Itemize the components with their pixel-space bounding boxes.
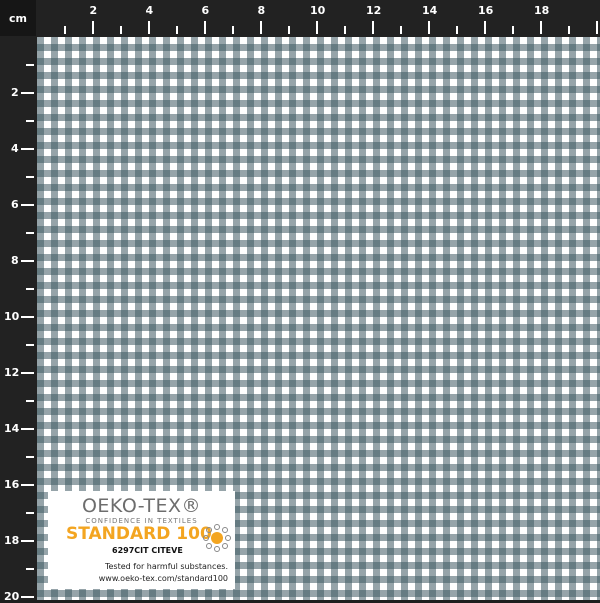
- ruler-label: 18: [4, 534, 20, 547]
- ruler-tick: [26, 288, 34, 290]
- ruler-tick: [21, 372, 34, 374]
- ruler-tick: [21, 484, 34, 486]
- ruler-tick: [21, 260, 34, 262]
- ruler-label: 12: [366, 4, 382, 17]
- ruler-tick: [428, 21, 430, 34]
- ruler-tick: [456, 26, 458, 34]
- ruler-tick: [400, 26, 402, 34]
- badge-code: 6297CIT CITEVE: [112, 546, 183, 555]
- ruler-label: 2: [11, 86, 19, 99]
- ruler-tick: [372, 21, 374, 34]
- ruler-tick: [176, 26, 178, 34]
- ruler-tick: [26, 120, 34, 122]
- ruler-label: 16: [4, 478, 20, 491]
- ruler-tick: [26, 400, 34, 402]
- ruler-tick: [21, 540, 34, 542]
- ruler-label: 8: [257, 4, 266, 17]
- ruler-label: 4: [145, 4, 154, 17]
- ruler-tick: [204, 21, 206, 34]
- ruler-tick: [316, 21, 318, 34]
- ruler-tick: [26, 176, 34, 178]
- ruler-tick: [26, 344, 34, 346]
- ruler-tick: [26, 64, 34, 66]
- ruler-tick: [21, 428, 34, 430]
- ruler-label: 2: [89, 4, 98, 17]
- badge-subtitle: CONFIDENCE IN TEXTILES: [85, 517, 198, 525]
- ruler-label: 10: [4, 310, 20, 323]
- ruler-tick: [596, 21, 598, 34]
- ruler-tick: [232, 26, 234, 34]
- ruler-tick: [26, 512, 34, 514]
- ruler-label: 6: [11, 198, 19, 211]
- badge-standard: STANDARD 100: [66, 524, 212, 544]
- badge-tested-text: Tested for harmful substances.: [104, 562, 228, 571]
- ruler-label: 14: [422, 4, 438, 17]
- ruler-tick: [260, 21, 262, 34]
- ruler-label: 12: [4, 366, 20, 379]
- ruler-label: 18: [534, 4, 550, 17]
- ruler-tick: [26, 232, 34, 234]
- ruler-tick: [568, 26, 570, 34]
- ruler-tick: [26, 568, 34, 570]
- ruler-label: 6: [201, 4, 210, 17]
- oeko-tex-badge: OEKO-TEX® CONFIDENCE IN TEXTILES STANDAR…: [48, 491, 235, 589]
- badge-title: OEKO-TEX®: [81, 495, 202, 517]
- ruler-tick: [484, 21, 486, 34]
- ruler-tick: [288, 26, 290, 34]
- ruler-tick: [344, 26, 346, 34]
- ruler-label: 20: [4, 590, 20, 603]
- ruler-tick: [64, 26, 66, 34]
- ruler-tick: [540, 21, 542, 34]
- ruler-tick: [148, 21, 150, 34]
- ruler-label: 14: [4, 422, 20, 435]
- ruler-tick: [26, 456, 34, 458]
- left-ruler: 2 4 6 8 10 12 14 16 18 20: [0, 36, 37, 603]
- ruler-tick: [21, 204, 34, 206]
- ruler-label: 4: [11, 142, 19, 155]
- ruler-tick: [120, 26, 122, 34]
- ruler-tick: [21, 596, 34, 598]
- ruler-unit: cm: [0, 0, 36, 36]
- ruler-tick: [21, 92, 34, 94]
- ruler-tick: [21, 316, 34, 318]
- ruler-tick: [92, 21, 94, 34]
- ruler-label: 16: [478, 4, 494, 17]
- top-ruler: 2 4 6 8 10 12 14 16 18: [36, 0, 600, 37]
- ruler-tick: [512, 26, 514, 34]
- ruler-label: 10: [310, 4, 326, 17]
- oeko-flower-icon: [203, 524, 231, 552]
- badge-url: www.oeko-tex.com/standard100: [98, 574, 228, 583]
- ruler-label: 8: [11, 254, 19, 267]
- ruler-tick: [21, 148, 34, 150]
